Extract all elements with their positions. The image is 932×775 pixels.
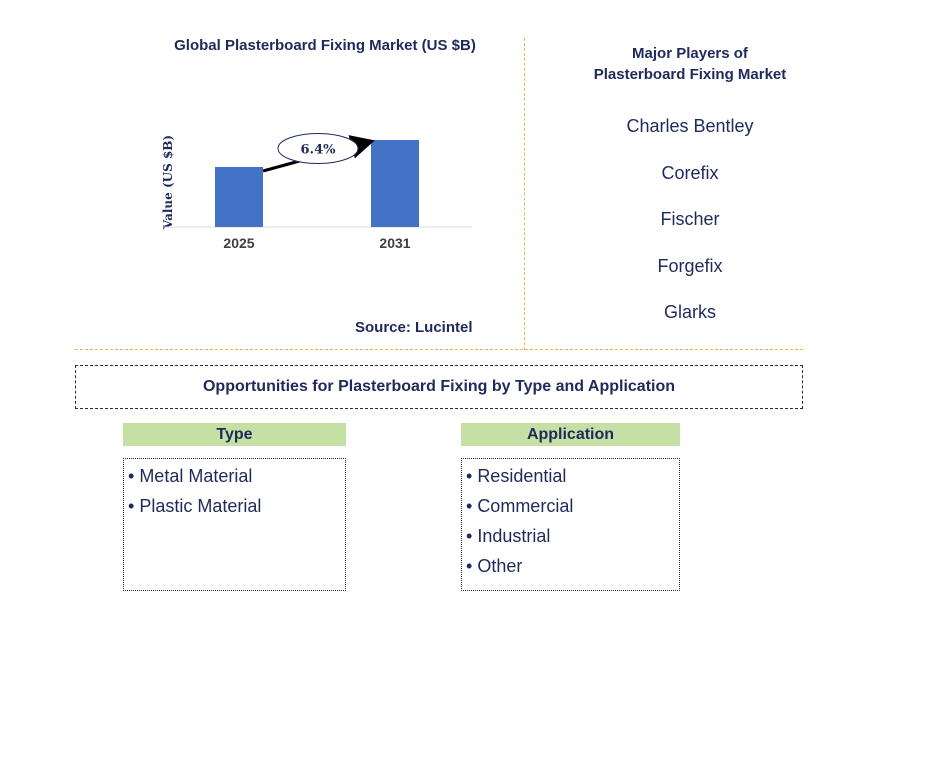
- player-item: Corefix: [661, 162, 719, 183]
- source-label: Source: Lucintel: [355, 319, 473, 336]
- players-list: Charles Bentley Corefix Fischer Forgefix…: [560, 113, 820, 346]
- player-item: Forgefix: [657, 255, 723, 276]
- player-item: Fischer: [660, 209, 720, 229]
- application-item: Residential: [466, 461, 675, 491]
- application-panel: Application Residential Commercial Indus…: [461, 423, 680, 591]
- vertical-divider: [524, 38, 525, 350]
- player-item: Charles Bentley: [626, 116, 754, 136]
- players-title: Major Players of Plasterboard Fixing Mar…: [560, 43, 820, 85]
- bar-2031: [371, 140, 419, 227]
- chart-title: Global Plasterboard Fixing Market (US $B…: [174, 37, 476, 54]
- opportunities-title: Opportunities for Plasterboard Fixing by…: [202, 378, 676, 395]
- players-title-line2: Plasterboard Fixing Market: [593, 66, 787, 83]
- bar-2025: [215, 167, 263, 227]
- horizontal-divider: [75, 349, 803, 350]
- players-title-line1: Major Players of: [632, 45, 748, 62]
- type-item: Plastic Material: [128, 491, 341, 521]
- bar-chart: Value (US $B) 2025 2031 6.4%: [161, 133, 472, 251]
- type-item: Metal Material: [128, 461, 341, 491]
- y-axis-label: Value (US $B): [161, 135, 175, 230]
- cagr-ellipse: [277, 133, 359, 164]
- application-list-box: Residential Commercial Industrial Other: [461, 458, 680, 591]
- application-item: Commercial: [466, 491, 675, 521]
- type-header: Type: [123, 423, 346, 446]
- player-item: Glarks: [663, 302, 716, 322]
- type-panel: Type Metal Material Plastic Material: [123, 423, 346, 591]
- cagr-label: 6.4%: [301, 143, 337, 158]
- application-header: Application: [461, 423, 680, 446]
- x-tick-label: 2031: [379, 235, 410, 251]
- application-item: Other: [466, 551, 675, 581]
- x-tick-label: 2025: [223, 235, 254, 251]
- application-item: Industrial: [466, 521, 675, 551]
- opportunities-title-box: Opportunities for Plasterboard Fixing by…: [75, 365, 803, 409]
- type-list-box: Metal Material Plastic Material: [123, 458, 346, 591]
